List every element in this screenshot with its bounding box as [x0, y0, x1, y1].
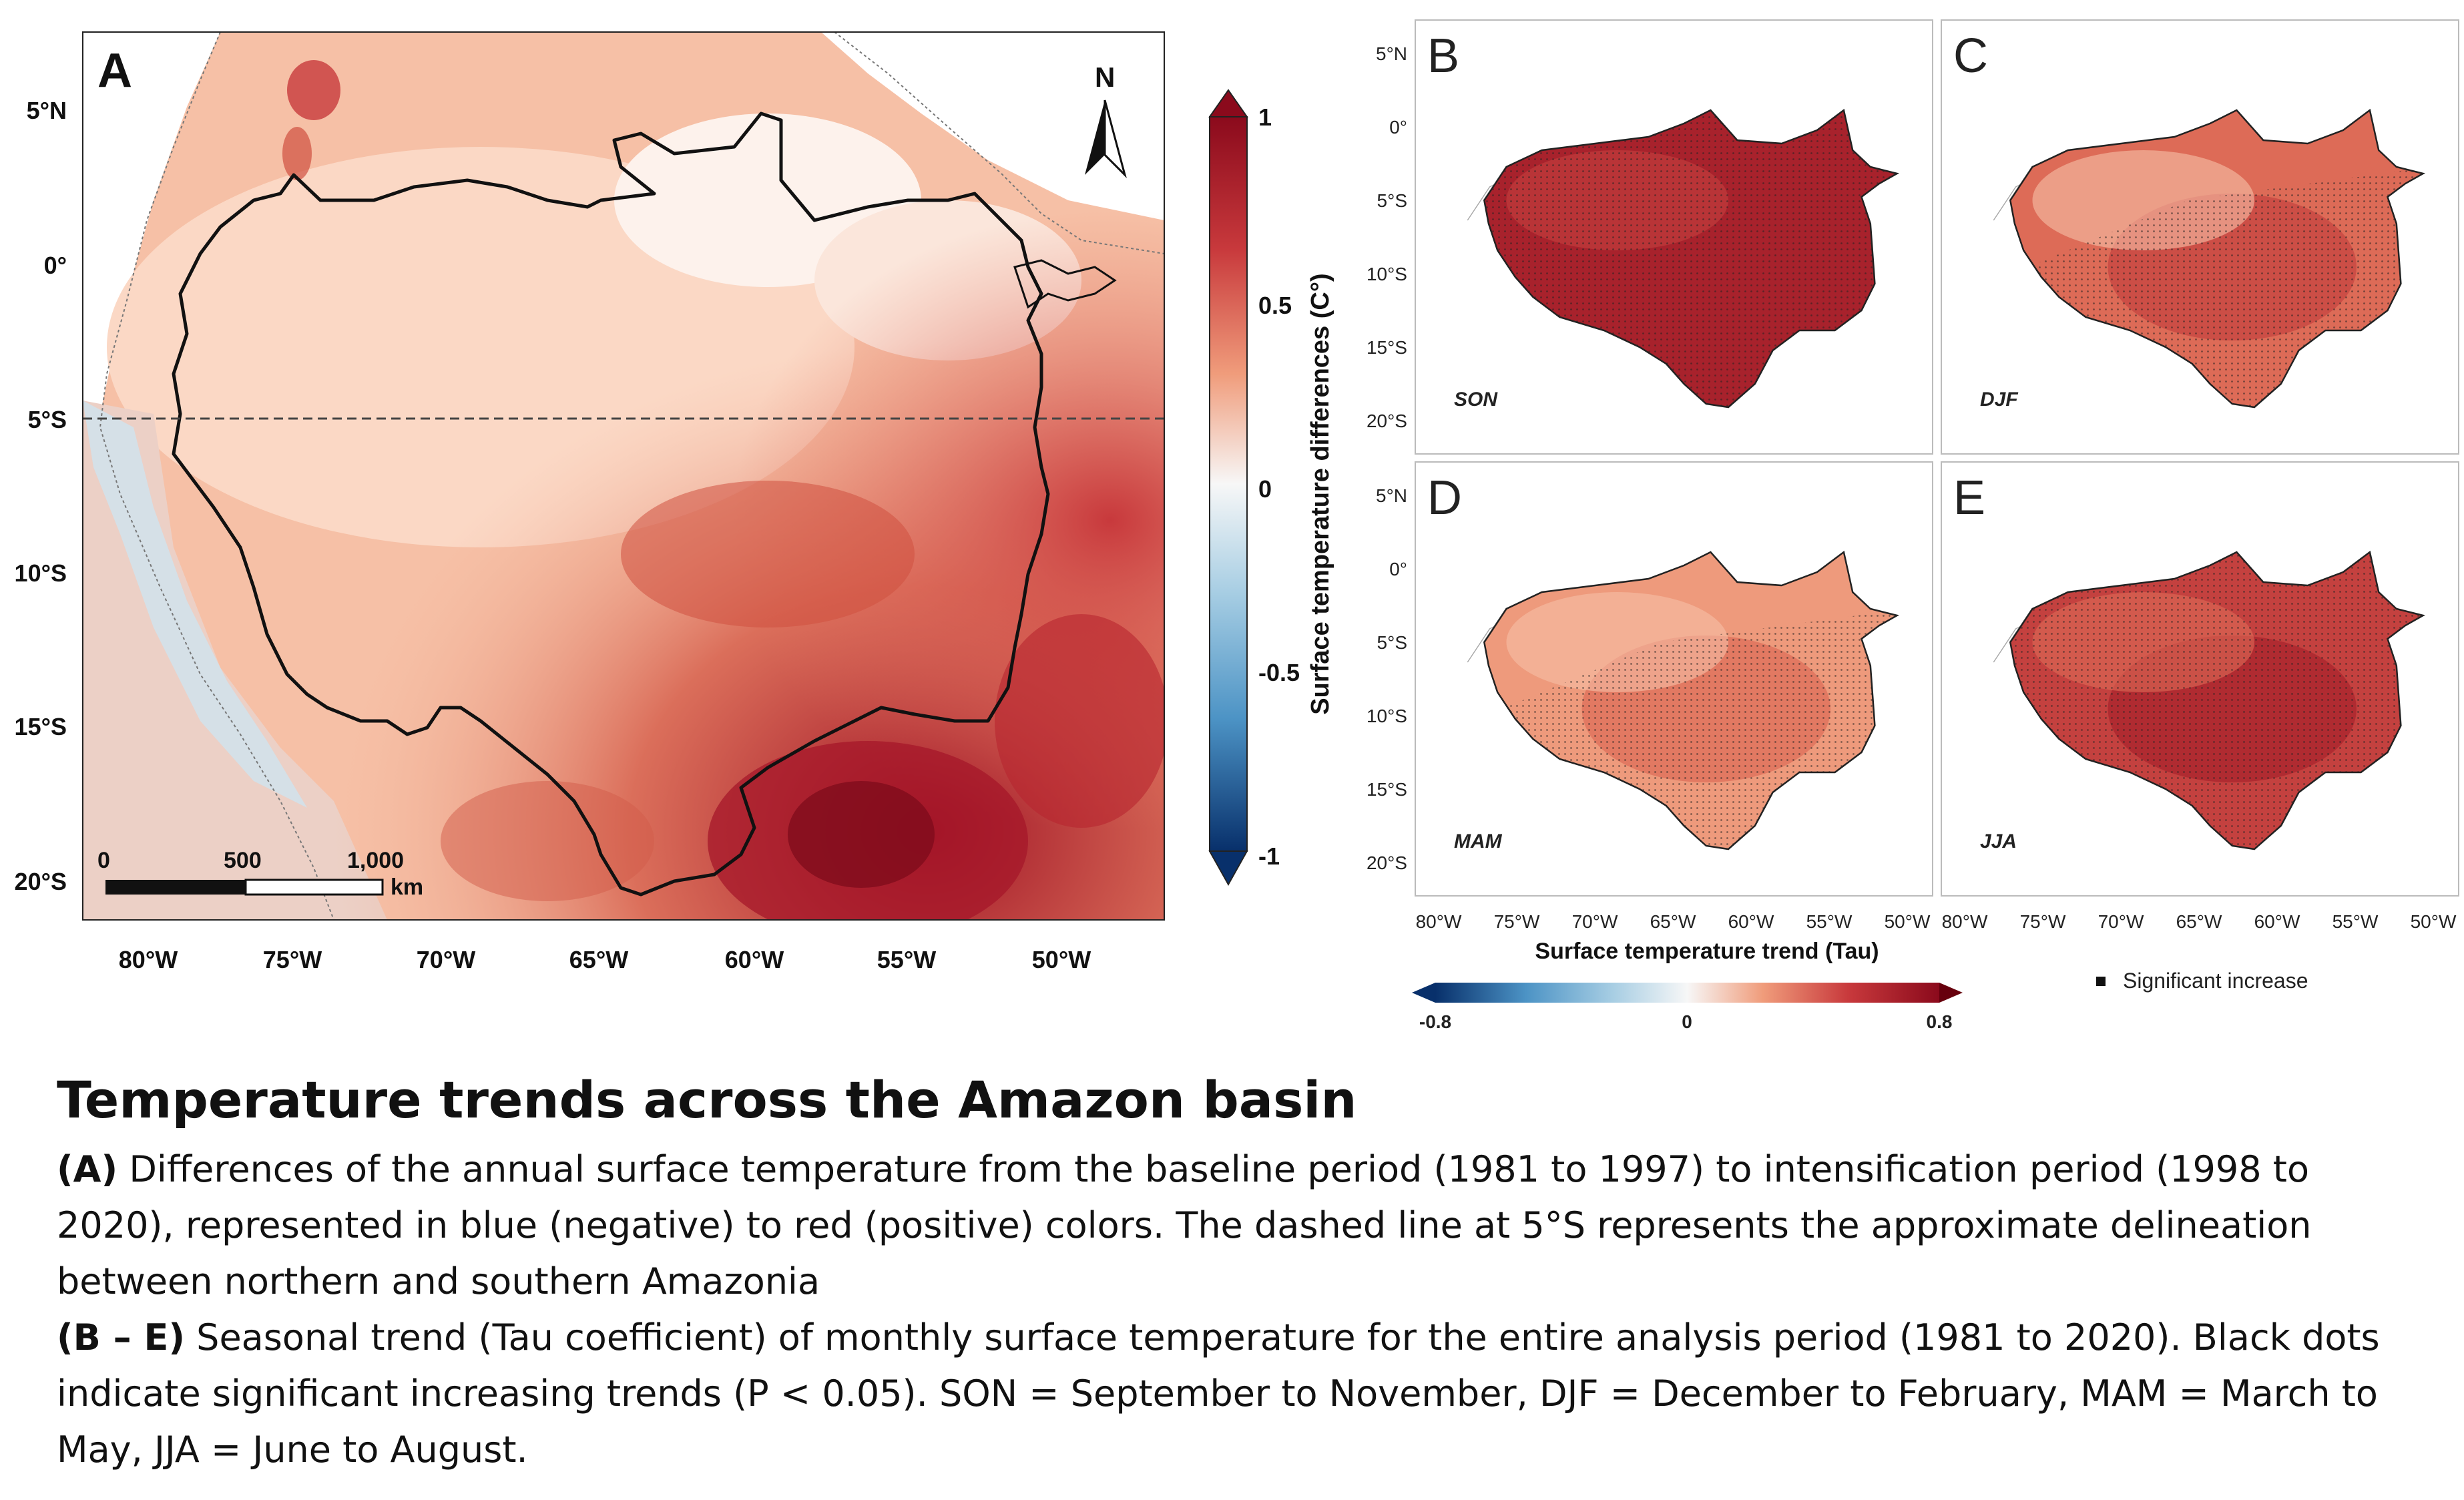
trend-tick: -0.8 — [1419, 1011, 1451, 1032]
caption-be: (B – E) Seasonal trend (Tau coefficient)… — [57, 1310, 2433, 1478]
panel-c: C DJF — [1941, 19, 2459, 455]
scale-unit: km — [391, 874, 423, 900]
panel-a-frame — [82, 31, 1165, 921]
caption-title: Temperature trends across the Amazon bas… — [57, 1070, 1357, 1130]
panel-d: D MAM 5°N 0° 5°S 10°S 15°S 20°S 80°W 75°W 70°W 65°W… — [1367, 461, 1933, 932]
panel-a-lat-axis: 5°N 0° 5°S 10°S 15°S 20°S — [15, 97, 67, 895]
seasonal-lon-label: 50°W — [2411, 911, 2457, 932]
trend-colorbar-title: Surface temperature trend (Tau) — [1535, 939, 1879, 964]
colorbar-a-tick: 0.5 — [1258, 292, 1292, 319]
lon-label: 70°W — [417, 946, 475, 973]
season-label: DJF — [1980, 389, 2018, 411]
lon-label: 60°W — [725, 946, 784, 973]
scale-tick-0: 0 — [97, 848, 110, 873]
significance-legend: Significant increase — [2096, 969, 2308, 993]
scale-tick-1000: 1,000 — [347, 848, 404, 873]
seasonal-lat-label: 15°S — [1367, 779, 1407, 800]
seasonal-lon-label: 70°W — [2098, 911, 2144, 932]
seasonal-lon-label: 75°W — [1494, 911, 1540, 932]
trend-tick: 0 — [1682, 1011, 1692, 1032]
seasonal-lat-label: 0° — [1389, 559, 1407, 579]
significance-label: Significant increase — [2123, 969, 2308, 993]
seasonal-panels: B SON 5°N 0° 5°S 10°S 15°S 20°S C DJF D MAM 5°N 0° 5°S… — [1367, 19, 2459, 932]
seasonal-lon-label: 75°W — [2020, 911, 2066, 932]
figure-canvas: A N 0 500 1,000 km 5°N 0° 5°S 10°S 15°S … — [15, 19, 2459, 1032]
lat-label: 20°S — [15, 868, 67, 895]
seasonal-lat-label: 5°N — [1376, 485, 1407, 506]
caption-a: (A) Differences of the annual surface te… — [57, 1142, 2433, 1310]
caption-a-label: (A) — [57, 1148, 118, 1190]
lat-label: 15°S — [15, 713, 67, 740]
panel-e: E JJA 80°W 75°W 70°W 65°W 60°W 55°W 50°W — [1941, 461, 2459, 932]
seasonal-lat-label: 10°S — [1367, 264, 1407, 284]
seasonal-lon-label: 55°W — [2332, 911, 2379, 932]
seasonal-lon-label: 65°W — [1650, 911, 1696, 932]
panel-a-lon-axis: 80°W 75°W 70°W 65°W 60°W 55°W 50°W — [119, 946, 1091, 973]
north-label: N — [1095, 61, 1115, 93]
lat-label: 10°S — [15, 559, 67, 587]
seasonal-lon-label: 60°W — [2254, 911, 2300, 932]
seasonal-lon-label: 80°W — [1942, 911, 1988, 932]
amazon-basin-outline — [172, 111, 1050, 897]
lat-label: 5°S — [28, 406, 67, 433]
panel-letter: D — [1427, 471, 1462, 525]
lon-label: 80°W — [119, 946, 178, 973]
trend-tick: 0.8 — [1927, 1011, 1953, 1032]
scale-bar: 0 500 1,000 km — [97, 848, 423, 900]
caption: Temperature trends across the Amazon bas… — [57, 1068, 2433, 1478]
seasonal-lat-label: 5°N — [1376, 43, 1407, 64]
colorbar-a-tick: 0 — [1258, 475, 1272, 503]
panel-letter: E — [1953, 471, 1985, 525]
seasonal-lat-label: 5°S — [1377, 190, 1407, 211]
colorbar-a-tick: -0.5 — [1258, 659, 1300, 686]
lon-label: 65°W — [569, 946, 628, 973]
lon-label: 55°W — [877, 946, 936, 973]
seasonal-lon-label: 80°W — [1416, 911, 1462, 932]
seasonal-lon-label: 60°W — [1728, 911, 1774, 932]
panel-letter: C — [1953, 29, 1988, 83]
panel-letter: B — [1427, 29, 1459, 83]
panel-a: A N 0 500 1,000 km 5°N 0° 5°S 10°S 15°S … — [15, 31, 1334, 973]
seasonal-lon-label: 55°W — [1806, 911, 1853, 932]
lon-label: 50°W — [1032, 946, 1091, 973]
lon-label: 75°W — [263, 946, 322, 973]
season-label: SON — [1454, 389, 1498, 411]
seasonal-lon-label: 65°W — [2176, 911, 2222, 932]
lat-label: 0° — [44, 252, 67, 279]
panel-b: B SON 5°N 0° 5°S 10°S 15°S 20°S — [1367, 19, 1933, 455]
seasonal-lon-label: 50°W — [1885, 911, 1931, 932]
seasonal-lat-label: 5°S — [1377, 632, 1407, 653]
panel-a-letter: A — [97, 44, 132, 97]
caption-be-text: Seasonal trend (Tau coefficient) of mont… — [57, 1316, 2380, 1471]
colorbar-a-title: Surface temperature differences (C°) — [1306, 273, 1334, 714]
panel-a-map — [83, 32, 1164, 920]
colorbar-a-tick: 1 — [1258, 103, 1272, 131]
north-arrow-icon: N — [1085, 61, 1127, 179]
panel-a-colorbar: 1 0.5 0 -0.5 -1 Surface temperature diff… — [1208, 89, 1334, 887]
scale-tick-500: 500 — [224, 848, 262, 873]
seasonal-lat-label: 10°S — [1367, 706, 1407, 726]
caption-be-label: (B – E) — [57, 1316, 186, 1358]
seasonal-lat-label: 0° — [1389, 117, 1407, 138]
seasonal-lon-label: 70°W — [1572, 911, 1618, 932]
caption-a-text: Differences of the annual surface temper… — [57, 1148, 2312, 1302]
season-label: MAM — [1454, 830, 1503, 852]
significance-dot-icon — [2096, 977, 2106, 986]
lat-label: 5°N — [27, 97, 67, 124]
seasonal-lat-label: 15°S — [1367, 337, 1407, 358]
seasonal-lat-label: 20°S — [1367, 411, 1407, 431]
trend-colorbar: Surface temperature trend (Tau) -0.8 0 0… — [1412, 939, 1963, 1032]
season-label: JJA — [1980, 830, 2017, 852]
seasonal-lat-label: 20°S — [1367, 852, 1407, 873]
colorbar-a-tick: -1 — [1258, 842, 1280, 870]
